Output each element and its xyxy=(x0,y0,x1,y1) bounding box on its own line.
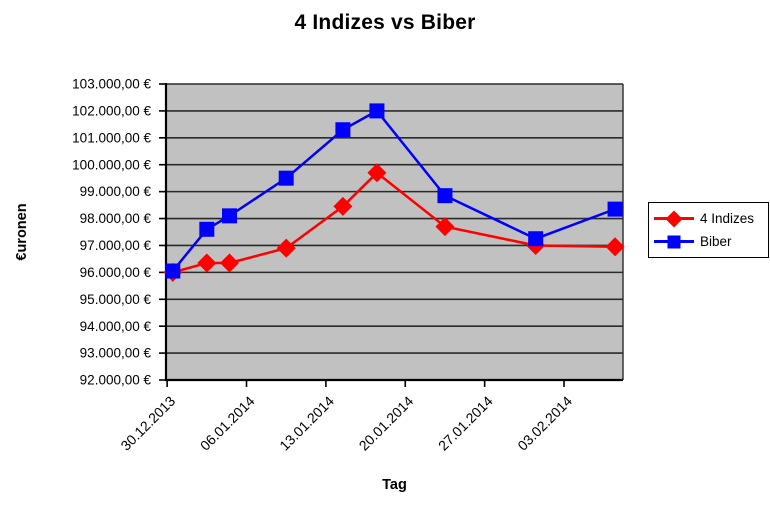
y-tick-label: 100.000,00 € xyxy=(72,157,151,172)
y-tick-label: 102.000,00 € xyxy=(72,104,151,119)
legend: 4 Indizes Biber xyxy=(648,202,769,258)
y-tick-label: 93.000,00 € xyxy=(80,346,152,361)
marker-square xyxy=(222,208,238,224)
y-tick-label: 95.000,00 € xyxy=(80,292,152,307)
marker-square xyxy=(369,103,385,119)
y-tick-label: 99.000,00 € xyxy=(80,184,152,199)
y-tick-label: 92.000,00 € xyxy=(80,373,152,388)
marker-diamond xyxy=(220,253,240,273)
y-tick-label: 103.000,00 € xyxy=(72,77,151,92)
x-tick-label: 03.02.2014 xyxy=(514,393,575,454)
x-tick-label: 06.01.2014 xyxy=(197,393,258,454)
legend-item-4-indizes: 4 Indizes xyxy=(654,210,763,228)
marker-square xyxy=(335,122,351,138)
legend-label: 4 Indizes xyxy=(700,210,755,226)
legend-item-biber: Biber xyxy=(654,233,763,251)
marker-diamond xyxy=(197,253,217,273)
marker-diamond xyxy=(435,217,455,237)
y-tick-label: 94.000,00 € xyxy=(80,319,152,334)
y-tick-label: 97.000,00 € xyxy=(80,238,152,253)
marker-diamond xyxy=(276,238,296,258)
legend-diamond-marker-icon xyxy=(654,210,694,228)
x-tick-label: 13.01.2014 xyxy=(276,393,337,454)
marker-square xyxy=(528,231,544,247)
legend-square-marker-icon xyxy=(654,233,694,251)
marker-diamond xyxy=(367,163,387,183)
marker-square xyxy=(437,188,453,204)
x-axis-title: Tag xyxy=(382,477,407,493)
y-tick-label: 101.000,00 € xyxy=(72,130,151,145)
y-tick-label: 98.000,00 € xyxy=(80,211,152,226)
marker-diamond xyxy=(605,237,625,257)
x-tick-label: 30.12.2013 xyxy=(117,393,178,454)
legend-label: Biber xyxy=(700,233,732,249)
marker-square xyxy=(165,263,181,279)
marker-square xyxy=(278,170,294,186)
chart-title: 4 Indizes vs Biber xyxy=(294,11,476,34)
marker-square xyxy=(607,201,623,217)
marker-diamond xyxy=(333,196,353,216)
x-tick-label: 27.01.2014 xyxy=(435,393,496,454)
y-tick-label: 96.000,00 € xyxy=(80,265,152,280)
marker-square xyxy=(199,221,215,237)
x-tick-label: 20.01.2014 xyxy=(356,393,417,454)
